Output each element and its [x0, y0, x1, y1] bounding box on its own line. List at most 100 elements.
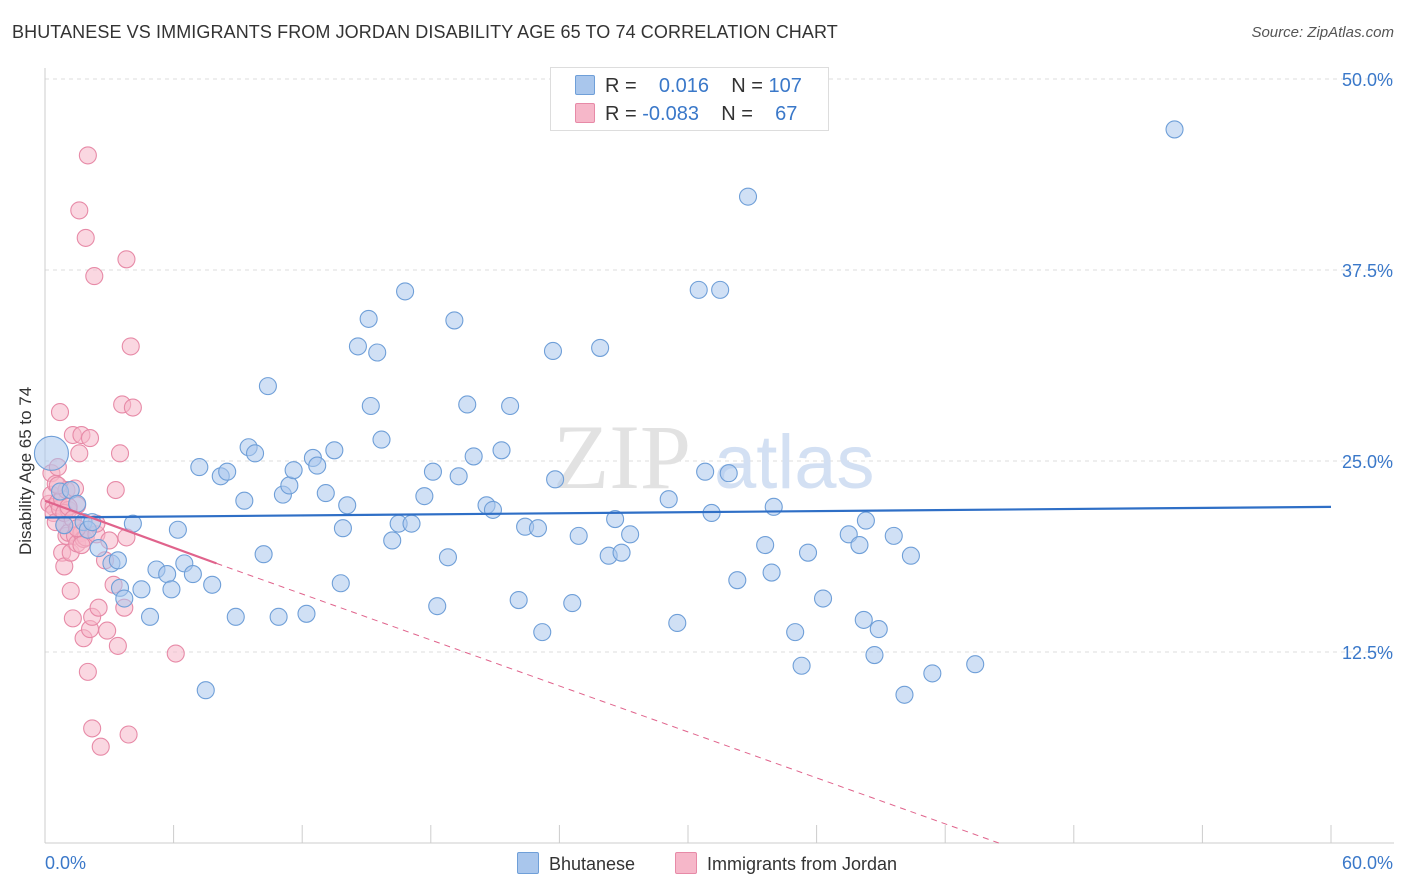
- point-jordan: [70, 201, 89, 220]
- point-bhutanese: [140, 607, 160, 626]
- point-bhutanese: [115, 589, 134, 608]
- watermark: ZIP atlas: [553, 406, 875, 508]
- point-bhutanese: [839, 525, 858, 544]
- point-jordan: [166, 644, 185, 663]
- x-tick-label: 60.0%: [1342, 853, 1393, 873]
- point-bhutanese: [464, 447, 483, 466]
- point-jordan: [78, 146, 97, 165]
- bottom-legend-swatch-pink: [675, 852, 697, 874]
- tick-labels: 12.5% 25.0% 37.5% 50.0% 0.0% 60.0%: [45, 70, 1393, 873]
- point-jordan: [98, 621, 117, 640]
- point-bhutanese: [438, 548, 457, 567]
- point-bhutanese: [423, 462, 442, 481]
- legend-n-value: 67: [775, 103, 798, 125]
- point-bhutanese: [254, 545, 273, 564]
- point-bhutanese: [218, 462, 237, 481]
- bottom-legend-jordan: Immigrants from Jordan: [675, 852, 897, 875]
- point-jordan: [83, 719, 102, 738]
- point-bhutanese: [33, 435, 69, 471]
- point-bhutanese: [563, 594, 582, 613]
- points-immigrants-from-jordan: [40, 146, 185, 756]
- point-bhutanese: [449, 467, 468, 486]
- legend-swatch-blue: [575, 75, 595, 95]
- watermark-atlas: atlas: [714, 420, 875, 505]
- point-bhutanese: [203, 575, 222, 594]
- point-bhutanese: [158, 565, 177, 584]
- point-bhutanese: [850, 535, 869, 555]
- point-jordan: [80, 429, 100, 448]
- point-bhutanese: [361, 396, 380, 416]
- point-bhutanese: [308, 456, 327, 475]
- point-bhutanese: [325, 441, 344, 460]
- point-bhutanese: [396, 282, 415, 301]
- point-jordan: [123, 398, 142, 417]
- source-label: Source: ZipAtlas.com: [1251, 24, 1394, 41]
- point-bhutanese: [280, 476, 299, 495]
- point-bhutanese: [458, 395, 477, 414]
- point-bhutanese: [372, 430, 391, 449]
- point-bhutanese: [245, 444, 265, 463]
- point-bhutanese: [798, 543, 818, 562]
- trend-line-bhutanese: [44, 505, 1332, 519]
- point-bhutanese: [226, 607, 245, 626]
- correlation-legend: R = 0.016 N = 107 R = -0.083 N = 67: [550, 67, 829, 131]
- point-bhutanese: [338, 496, 357, 515]
- y-axis-label: Disability Age 65 to 74: [16, 386, 35, 555]
- point-bhutanese: [966, 655, 985, 674]
- point-bhutanese: [865, 646, 884, 665]
- point-bhutanese: [89, 539, 108, 558]
- point-bhutanese: [813, 589, 833, 608]
- point-bhutanese: [284, 461, 303, 480]
- point-bhutanese: [728, 571, 747, 590]
- legend-n-value: 107: [768, 75, 802, 97]
- point-bhutanese: [492, 441, 511, 460]
- x-tick-label: 0.0%: [45, 853, 86, 873]
- point-jordan: [119, 725, 138, 744]
- point-bhutanese: [428, 597, 447, 616]
- point-jordan: [106, 480, 125, 500]
- point-bhutanese: [316, 484, 335, 503]
- point-bhutanese: [235, 491, 254, 510]
- point-bhutanese: [383, 531, 402, 550]
- point-bhutanese: [668, 613, 687, 633]
- point-bhutanese: [786, 623, 805, 642]
- point-bhutanese: [764, 497, 783, 516]
- point-bhutanese: [168, 520, 187, 539]
- point-bhutanese: [333, 519, 352, 538]
- point-bhutanese: [297, 604, 316, 623]
- point-jordan: [70, 444, 89, 463]
- point-bhutanese: [854, 610, 873, 629]
- point-jordan: [61, 581, 80, 600]
- point-bhutanese: [258, 377, 277, 396]
- legend-swatch-pink: [575, 103, 595, 123]
- point-bhutanese: [738, 187, 758, 206]
- point-jordan: [63, 609, 82, 628]
- legend-row-bhutanese: R = 0.016 N = 107: [575, 73, 802, 99]
- point-bhutanese: [762, 563, 781, 582]
- bottom-legend-bhutanese: Bhutanese: [517, 852, 635, 875]
- point-bhutanese: [108, 551, 127, 570]
- gridlines: [45, 78, 1394, 653]
- point-bhutanese: [696, 462, 715, 481]
- point-bhutanese: [501, 396, 520, 416]
- bottom-legend-swatch-blue: [517, 852, 539, 874]
- y-tick-label: 37.5%: [1342, 261, 1393, 281]
- point-jordan: [85, 267, 104, 286]
- point-bhutanese: [402, 514, 421, 533]
- point-jordan: [110, 444, 130, 463]
- point-jordan: [121, 337, 140, 356]
- point-bhutanese: [348, 337, 367, 356]
- point-bhutanese: [528, 519, 548, 538]
- point-jordan: [108, 636, 127, 655]
- point-bhutanese: [533, 623, 552, 642]
- point-jordan: [76, 228, 95, 247]
- point-bhutanese: [756, 535, 775, 555]
- point-bhutanese: [509, 590, 528, 610]
- chart-title: BHUTANESE VS IMMIGRANTS FROM JORDAN DISA…: [12, 22, 838, 42]
- point-jordan: [50, 403, 70, 422]
- legend-n-label: N =: [721, 103, 753, 125]
- y-tick-label: 12.5%: [1342, 643, 1393, 663]
- legend-n-label: N =: [731, 75, 763, 97]
- point-bhutanese: [612, 543, 631, 562]
